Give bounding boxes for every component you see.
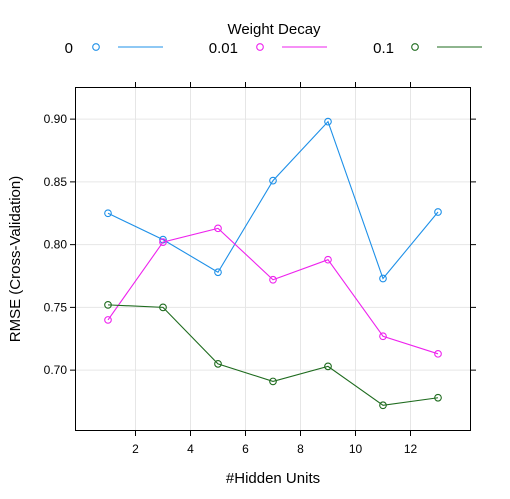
data-point	[379, 274, 387, 283]
series-line	[107, 120, 439, 280]
axis-ticks: 2 4 6 8 10 12 0.70 0.75 0.80 0.85 0.90	[44, 82, 476, 456]
data-point	[269, 377, 277, 386]
x-tick-label: 8	[297, 442, 304, 456]
legend-title: Weight Decay	[227, 21, 321, 38]
data-point	[214, 268, 222, 277]
data-point	[434, 208, 442, 216]
y-tick-label: 0.75	[44, 300, 68, 314]
data-point	[159, 303, 167, 312]
data-point	[324, 362, 332, 371]
legend-marker	[256, 43, 264, 51]
legend-label: 0	[65, 40, 73, 57]
x-tick-label: 10	[349, 442, 363, 456]
plot-frame	[75, 87, 471, 431]
series-0.1	[104, 301, 442, 410]
data-point	[214, 360, 222, 368]
x-tick-label: 4	[187, 442, 194, 456]
legend-item-0.01: 0.01	[209, 40, 327, 57]
series-0.01	[104, 224, 442, 358]
legend-item-0.1: 0.1	[373, 40, 482, 57]
data-point	[214, 224, 222, 233]
series-layer	[104, 117, 442, 410]
grid	[75, 87, 471, 431]
y-tick-label: 0.70	[44, 363, 68, 377]
data-point	[104, 316, 112, 324]
data-point	[159, 238, 167, 246]
data-point	[379, 332, 387, 341]
series-line	[107, 227, 439, 355]
x-axis-label: #Hidden Units	[226, 470, 320, 487]
legend-item-0: 0	[65, 40, 163, 57]
y-tick-label: 0.80	[44, 238, 68, 252]
legend: 0 0.01 0.1	[65, 40, 482, 57]
data-point	[104, 209, 112, 218]
legend-marker	[411, 43, 419, 51]
data-point	[269, 275, 277, 284]
x-tick-label: 12	[404, 442, 418, 456]
data-point	[324, 117, 332, 126]
data-point	[269, 176, 277, 185]
y-axis-label: RMSE (Cross-Validation)	[7, 176, 24, 342]
data-point	[324, 255, 332, 264]
data-point	[434, 393, 442, 402]
legend-label: 0.01	[209, 40, 238, 57]
x-tick-label: 6	[242, 442, 249, 456]
data-point	[104, 301, 112, 309]
x-tick-label: 2	[132, 442, 139, 456]
series-0	[104, 117, 442, 283]
legend-label: 0.1	[373, 40, 394, 57]
y-tick-label: 0.90	[44, 112, 68, 126]
data-point	[379, 401, 387, 410]
legend-marker	[92, 43, 100, 51]
y-tick-label: 0.85	[44, 175, 68, 189]
data-point	[434, 349, 442, 358]
series-line	[107, 304, 439, 406]
